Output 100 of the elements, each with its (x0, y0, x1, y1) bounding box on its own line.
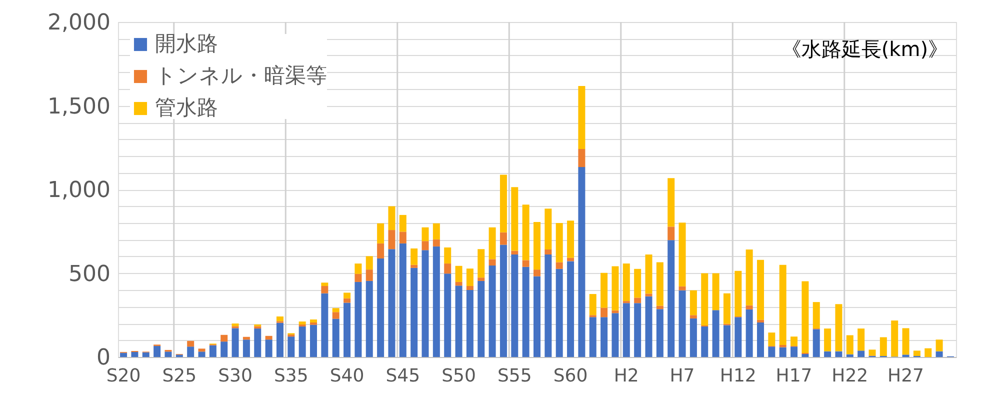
bar (690, 315, 697, 318)
x-tick-label: S35 (274, 366, 308, 386)
bar (354, 264, 362, 274)
bar (701, 326, 708, 357)
bar (366, 270, 373, 281)
bar (712, 310, 720, 357)
bar (478, 278, 485, 281)
x-tick-label: H22 (832, 366, 868, 386)
x-tick-label: S55 (497, 366, 532, 386)
bar (902, 328, 910, 355)
x-tick-label: S40 (330, 366, 364, 386)
bar (131, 352, 138, 357)
bar (154, 346, 161, 357)
bar (812, 329, 820, 357)
bar (288, 336, 295, 357)
bar (634, 298, 642, 304)
bar (746, 309, 753, 357)
x-tick-label: S60 (553, 366, 588, 386)
bar (779, 347, 786, 357)
y-tick-label: 1,000 (48, 178, 110, 203)
bar (612, 310, 619, 314)
bar (410, 268, 418, 357)
bar (690, 290, 697, 316)
bar (422, 227, 429, 242)
x-tick-label: H7 (670, 366, 695, 386)
bar (298, 326, 306, 357)
bar (466, 268, 474, 286)
y-tick-label: 2,000 (48, 10, 110, 36)
bar (500, 232, 507, 245)
bar (891, 320, 898, 357)
bar (835, 304, 842, 352)
bar (455, 282, 462, 286)
y-tick-label: 1,500 (48, 94, 110, 120)
bar (656, 309, 664, 357)
bar (723, 293, 730, 324)
bar (399, 214, 406, 232)
bar (790, 346, 798, 357)
x-tick-label: H12 (720, 366, 756, 386)
bar (377, 258, 384, 357)
bar (556, 223, 563, 262)
bar (656, 306, 664, 310)
bar (332, 312, 340, 319)
bar (488, 266, 496, 357)
bar (600, 317, 608, 357)
bar (332, 308, 340, 312)
bar (678, 290, 686, 357)
bar (310, 319, 318, 322)
bar (354, 282, 362, 357)
bar (209, 345, 216, 357)
bar (534, 276, 540, 357)
bar (846, 335, 854, 354)
bar (544, 254, 552, 357)
bar (344, 302, 351, 357)
bar (622, 303, 630, 357)
bar (388, 206, 396, 230)
bar (600, 308, 608, 318)
bar (310, 322, 318, 325)
bar (377, 223, 384, 244)
bar (756, 260, 764, 320)
bar (500, 244, 507, 357)
bar (656, 262, 664, 306)
bar (466, 286, 474, 290)
bar (678, 286, 686, 290)
bar (768, 332, 776, 346)
bar (779, 264, 786, 345)
bar (668, 178, 675, 227)
bar (858, 350, 865, 357)
bar (868, 350, 876, 356)
bar (622, 264, 630, 302)
bar (366, 256, 373, 270)
bar (936, 351, 943, 357)
bar (366, 280, 373, 357)
bar (824, 351, 832, 357)
bar (645, 294, 652, 296)
bar (265, 340, 272, 357)
bar (589, 317, 596, 357)
bar (354, 274, 362, 282)
bar (455, 286, 462, 357)
bar (455, 266, 462, 282)
bar (444, 274, 452, 357)
bar (589, 294, 596, 316)
bar (321, 293, 328, 357)
bar (846, 354, 854, 357)
bar (835, 351, 842, 357)
bar (488, 227, 496, 260)
bar (511, 254, 518, 357)
bar (220, 342, 228, 357)
bar (936, 340, 943, 352)
bar (924, 348, 932, 357)
bar (478, 280, 485, 357)
bar (422, 250, 429, 357)
bar (534, 270, 540, 276)
bar (432, 223, 440, 240)
x-tick-label: S20 (106, 366, 141, 386)
bar (344, 292, 351, 298)
bar (466, 290, 474, 357)
bar (242, 336, 250, 340)
bar (567, 220, 574, 258)
bar (254, 328, 262, 357)
bar (880, 337, 887, 356)
